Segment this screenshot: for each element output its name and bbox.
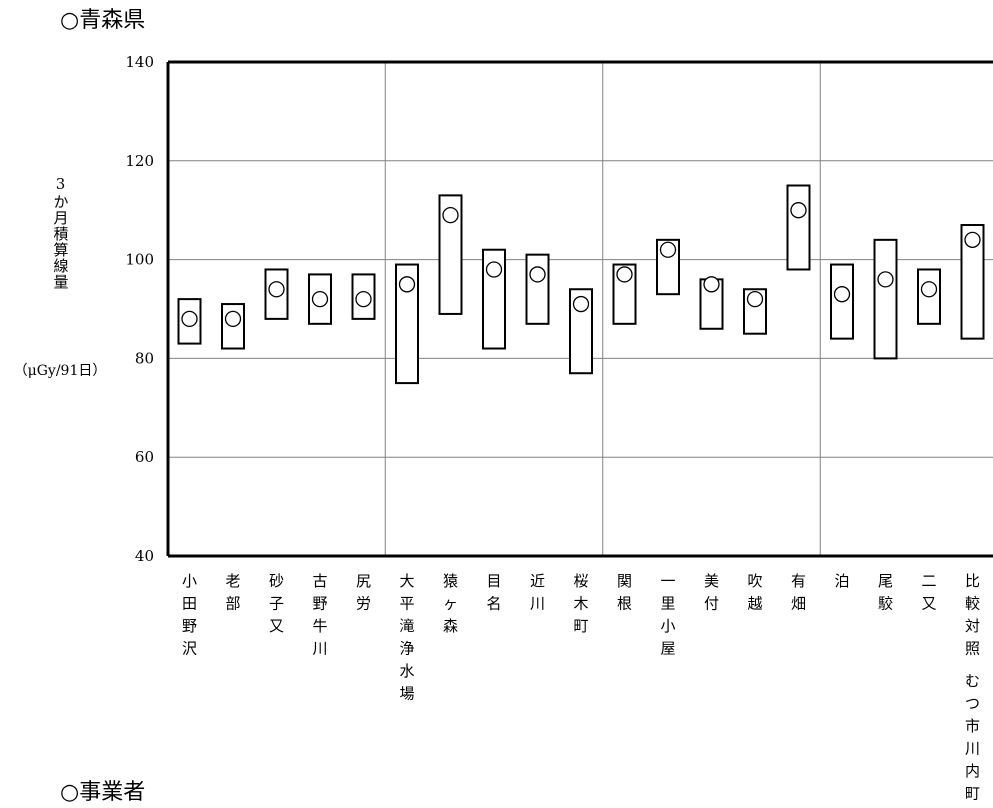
current-value-marker [181, 310, 198, 328]
category-label-char: 小 [660, 617, 675, 635]
category-label-char: 美 [704, 572, 719, 590]
category-label-char: 牛 [312, 617, 327, 635]
category-label-char: 又 [921, 595, 936, 613]
category-label-char: 目 [486, 572, 501, 590]
category-label-char: 関 [617, 572, 632, 590]
current-value-marker [529, 266, 546, 283]
category-label-char: 浄 [399, 640, 414, 658]
category-label-char: 田 [182, 595, 197, 613]
current-value-marker [398, 276, 416, 293]
current-value-marker [616, 266, 633, 283]
category-label-char: 森 [443, 617, 458, 635]
category-label-char: 平 [399, 595, 414, 613]
category-label-char: 有 [791, 572, 806, 590]
category-label-char: 屋 [660, 640, 675, 658]
category-label-char: 又 [269, 617, 284, 635]
category-label-char: ヶ [443, 595, 458, 613]
range-bar [525, 253, 550, 325]
page-title: ○青森県 [60, 8, 146, 33]
category-label-char: 駮 [878, 595, 893, 613]
category-label-char: 町 [573, 617, 588, 635]
category-label-char: 野 [312, 595, 327, 613]
category-label-char: 老 [225, 572, 240, 590]
category-label-char: 内 [965, 762, 980, 780]
category-label-char: 場 [399, 685, 414, 703]
category-label-char: 尻 [356, 572, 371, 590]
range-bar [395, 263, 419, 385]
current-value-marker [311, 290, 329, 308]
y-tick-label: 120 [125, 152, 154, 170]
category-label-char: 名 [486, 595, 501, 613]
current-value-marker [877, 271, 894, 288]
category-label-char: 木 [573, 595, 588, 613]
category-label-char: 部 [225, 595, 240, 613]
range-bar [873, 238, 898, 360]
current-value-marker [442, 206, 459, 224]
next-section-title: ○事業者 [60, 780, 146, 805]
category-label-char: 照 [965, 640, 980, 658]
category-label-char: 水 [399, 662, 414, 680]
y-tick-label: 60 [135, 448, 154, 466]
y-tick-label: 40 [135, 547, 154, 565]
category-label-char: 付 [704, 595, 719, 613]
category-label-char: 猿 [443, 572, 458, 590]
category-label-char: 越 [747, 595, 762, 613]
category-label-char: 川 [312, 640, 327, 658]
category-label-char: 畑 [791, 595, 806, 613]
category-label-char: 桜 [573, 572, 588, 590]
current-value-marker [268, 281, 285, 298]
current-value-marker [746, 290, 764, 308]
category-label-char: 比 [965, 572, 980, 590]
current-value-marker [572, 295, 590, 313]
category-label-char: 尾 [878, 572, 893, 590]
y-tick-label: 100 [125, 251, 154, 269]
y-tick-label: 80 [135, 349, 154, 367]
current-value-marker [224, 310, 242, 328]
category-label-char: 大 [399, 572, 414, 590]
y-axis-label: 3か月積算線量 （μGy/91日） [0, 175, 120, 379]
category-label-char: つ [965, 695, 980, 713]
category-label-char: 町 [965, 785, 980, 803]
category-label-char: 砂 [269, 572, 284, 590]
category-label-char: む [965, 672, 980, 690]
category-label-char: 川 [530, 595, 545, 613]
category-label-char: 市 [965, 717, 980, 735]
y-axis-label-text: 3か月積算線量 [51, 175, 70, 290]
current-value-marker [920, 281, 938, 298]
category-label-char: 労 [356, 595, 371, 613]
range-bar [960, 224, 985, 340]
current-value-marker [659, 241, 677, 258]
category-label-char: 根 [617, 595, 632, 613]
current-value-marker [790, 202, 807, 219]
range-bar [438, 194, 463, 315]
category-label-char: 吹 [747, 572, 762, 590]
y-axis-unit: （μGy/91日） [13, 363, 107, 379]
category-label-char: 沢 [182, 640, 197, 658]
current-value-marker [964, 231, 981, 248]
category-label-char: 二 [921, 572, 936, 590]
category-label-char: 較 [965, 595, 980, 613]
category-label-char: 川 [965, 740, 980, 758]
category-label-char: 泊 [834, 572, 849, 590]
category-label-char: 滝 [399, 617, 414, 635]
category-label-char: 一 [660, 572, 675, 590]
range-bar [569, 288, 593, 375]
category-label-char: 近 [530, 572, 545, 590]
current-value-marker [355, 290, 372, 308]
current-value-marker [833, 286, 851, 303]
category-label-char: 小 [182, 572, 197, 590]
range-bar [786, 184, 811, 271]
category-label-char: 古 [312, 572, 327, 590]
y-tick-label: 140 [125, 53, 154, 71]
current-value-marker [703, 276, 720, 293]
category-label-char: 野 [182, 617, 197, 635]
category-label-char: 対 [965, 617, 980, 635]
category-label-char: 子 [269, 595, 284, 613]
current-value-marker [485, 261, 503, 278]
category-label-char: 里 [660, 595, 675, 613]
